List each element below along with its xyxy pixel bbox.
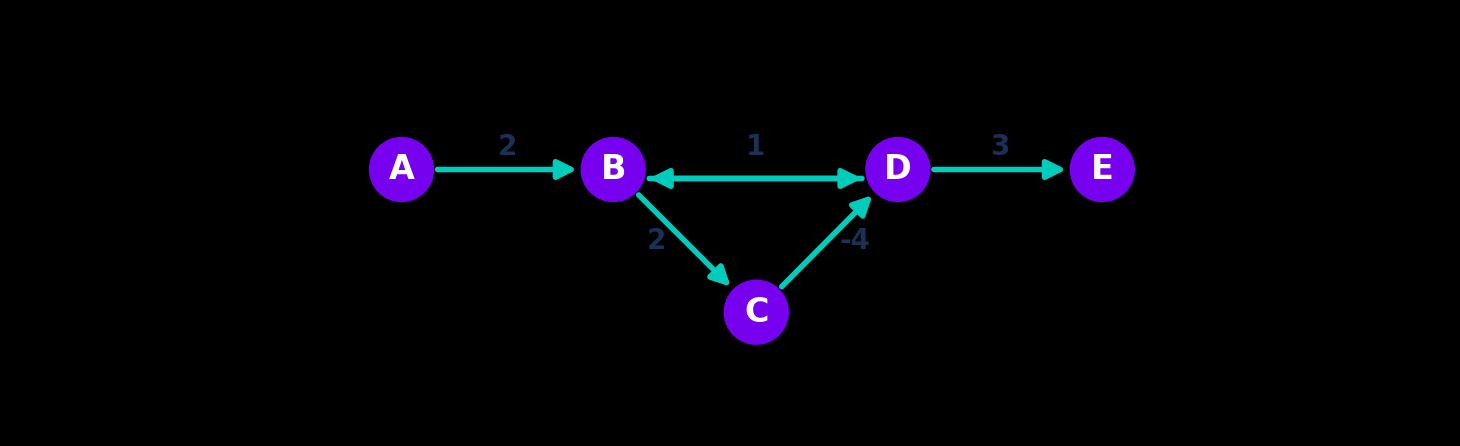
Text: A: A (388, 153, 415, 186)
Circle shape (369, 137, 434, 202)
Text: 2: 2 (498, 133, 517, 161)
Text: D: D (883, 153, 912, 186)
Circle shape (724, 280, 788, 344)
Circle shape (1070, 137, 1134, 202)
Text: 2: 2 (647, 227, 666, 255)
Circle shape (581, 137, 645, 202)
Text: -4: -4 (839, 227, 870, 255)
Text: E: E (1091, 153, 1114, 186)
Text: 1: 1 (746, 133, 765, 161)
Circle shape (866, 137, 930, 202)
Text: B: B (600, 153, 626, 186)
Text: C: C (745, 296, 768, 329)
Text: 3: 3 (990, 133, 1010, 161)
